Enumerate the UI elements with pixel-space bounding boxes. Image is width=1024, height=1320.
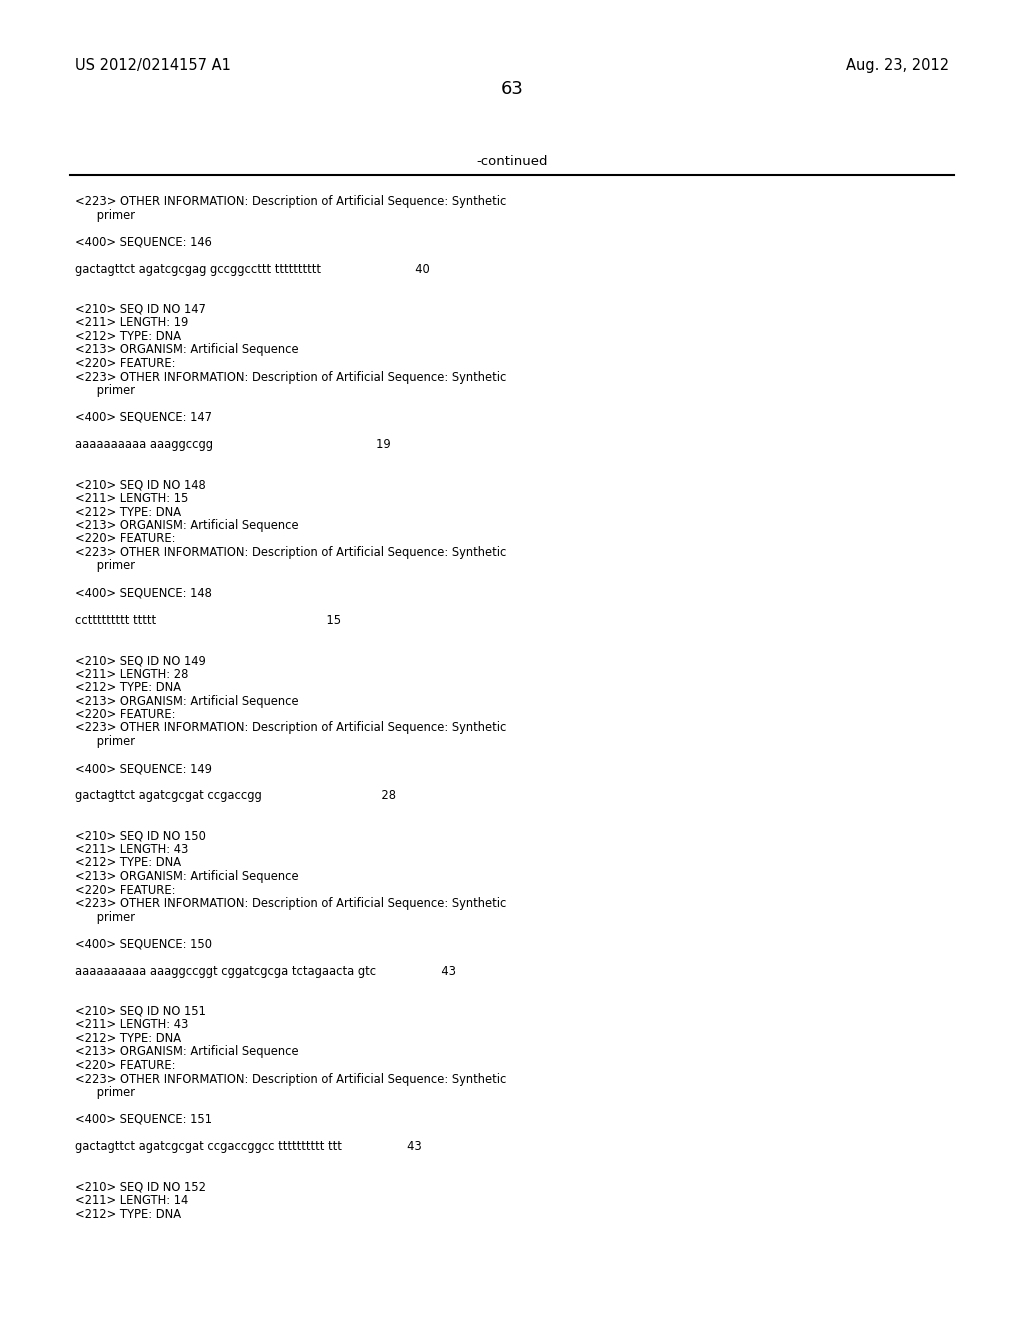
Text: <223> OTHER INFORMATION: Description of Artificial Sequence: Synthetic: <223> OTHER INFORMATION: Description of … <box>75 898 507 909</box>
Text: <211> LENGTH: 19: <211> LENGTH: 19 <box>75 317 188 330</box>
Text: primer: primer <box>75 560 135 573</box>
Text: aaaaaaaaaa aaaggccggt cggatcgcga tctagaacta gtc                  43: aaaaaaaaaa aaaggccggt cggatcgcga tctagaa… <box>75 965 456 978</box>
Text: primer: primer <box>75 384 135 397</box>
Text: primer: primer <box>75 735 135 748</box>
Text: <223> OTHER INFORMATION: Description of Artificial Sequence: Synthetic: <223> OTHER INFORMATION: Description of … <box>75 371 507 384</box>
Text: <223> OTHER INFORMATION: Description of Artificial Sequence: Synthetic: <223> OTHER INFORMATION: Description of … <box>75 722 507 734</box>
Text: <223> OTHER INFORMATION: Description of Artificial Sequence: Synthetic: <223> OTHER INFORMATION: Description of … <box>75 1072 507 1085</box>
Text: <211> LENGTH: 43: <211> LENGTH: 43 <box>75 1019 188 1031</box>
Text: <223> OTHER INFORMATION: Description of Artificial Sequence: Synthetic: <223> OTHER INFORMATION: Description of … <box>75 195 507 209</box>
Text: 63: 63 <box>501 81 523 98</box>
Text: <212> TYPE: DNA: <212> TYPE: DNA <box>75 506 181 519</box>
Text: <220> FEATURE:: <220> FEATURE: <box>75 1059 175 1072</box>
Text: <213> ORGANISM: Artificial Sequence: <213> ORGANISM: Artificial Sequence <box>75 694 299 708</box>
Text: <223> OTHER INFORMATION: Description of Artificial Sequence: Synthetic: <223> OTHER INFORMATION: Description of … <box>75 546 507 558</box>
Text: <211> LENGTH: 14: <211> LENGTH: 14 <box>75 1195 188 1206</box>
Text: <220> FEATURE:: <220> FEATURE: <box>75 532 175 545</box>
Text: <400> SEQUENCE: 149: <400> SEQUENCE: 149 <box>75 762 212 775</box>
Text: <400> SEQUENCE: 147: <400> SEQUENCE: 147 <box>75 411 212 424</box>
Text: <211> LENGTH: 28: <211> LENGTH: 28 <box>75 668 188 681</box>
Text: -continued: -continued <box>476 154 548 168</box>
Text: <212> TYPE: DNA: <212> TYPE: DNA <box>75 1032 181 1045</box>
Text: <211> LENGTH: 15: <211> LENGTH: 15 <box>75 492 188 506</box>
Text: <212> TYPE: DNA: <212> TYPE: DNA <box>75 857 181 870</box>
Text: <210> SEQ ID NO 149: <210> SEQ ID NO 149 <box>75 653 206 667</box>
Text: <211> LENGTH: 43: <211> LENGTH: 43 <box>75 843 188 855</box>
Text: <213> ORGANISM: Artificial Sequence: <213> ORGANISM: Artificial Sequence <box>75 870 299 883</box>
Text: <400> SEQUENCE: 146: <400> SEQUENCE: 146 <box>75 235 212 248</box>
Text: <210> SEQ ID NO 147: <210> SEQ ID NO 147 <box>75 304 206 315</box>
Text: <213> ORGANISM: Artificial Sequence: <213> ORGANISM: Artificial Sequence <box>75 519 299 532</box>
Text: primer: primer <box>75 1086 135 1100</box>
Text: US 2012/0214157 A1: US 2012/0214157 A1 <box>75 58 230 73</box>
Text: <212> TYPE: DNA: <212> TYPE: DNA <box>75 1208 181 1221</box>
Text: <213> ORGANISM: Artificial Sequence: <213> ORGANISM: Artificial Sequence <box>75 1045 299 1059</box>
Text: <220> FEATURE:: <220> FEATURE: <box>75 356 175 370</box>
Text: <210> SEQ ID NO 151: <210> SEQ ID NO 151 <box>75 1005 206 1018</box>
Text: <212> TYPE: DNA: <212> TYPE: DNA <box>75 681 181 694</box>
Text: gactagttct agatcgcgag gccggccttt tttttttttt                          40: gactagttct agatcgcgag gccggccttt ttttttt… <box>75 263 430 276</box>
Text: Aug. 23, 2012: Aug. 23, 2012 <box>846 58 949 73</box>
Text: <400> SEQUENCE: 150: <400> SEQUENCE: 150 <box>75 937 212 950</box>
Text: <210> SEQ ID NO 148: <210> SEQ ID NO 148 <box>75 479 206 491</box>
Text: gactagttct agatcgcgat ccgaccgg                                 28: gactagttct agatcgcgat ccgaccgg 28 <box>75 789 396 803</box>
Text: <400> SEQUENCE: 148: <400> SEQUENCE: 148 <box>75 586 212 599</box>
Text: aaaaaaaaaa aaaggccgg                                             19: aaaaaaaaaa aaaggccgg 19 <box>75 438 390 451</box>
Text: primer: primer <box>75 911 135 924</box>
Text: <212> TYPE: DNA: <212> TYPE: DNA <box>75 330 181 343</box>
Text: <400> SEQUENCE: 151: <400> SEQUENCE: 151 <box>75 1113 212 1126</box>
Text: <210> SEQ ID NO 152: <210> SEQ ID NO 152 <box>75 1180 206 1193</box>
Text: gactagttct agatcgcgat ccgaccggcc tttttttttt ttt                  43: gactagttct agatcgcgat ccgaccggcc ttttttt… <box>75 1140 422 1152</box>
Text: primer: primer <box>75 209 135 222</box>
Text: ccttttttttt ttttt                                               15: ccttttttttt ttttt 15 <box>75 614 341 627</box>
Text: <210> SEQ ID NO 150: <210> SEQ ID NO 150 <box>75 829 206 842</box>
Text: <220> FEATURE:: <220> FEATURE: <box>75 708 175 721</box>
Text: <220> FEATURE:: <220> FEATURE: <box>75 883 175 896</box>
Text: <213> ORGANISM: Artificial Sequence: <213> ORGANISM: Artificial Sequence <box>75 343 299 356</box>
